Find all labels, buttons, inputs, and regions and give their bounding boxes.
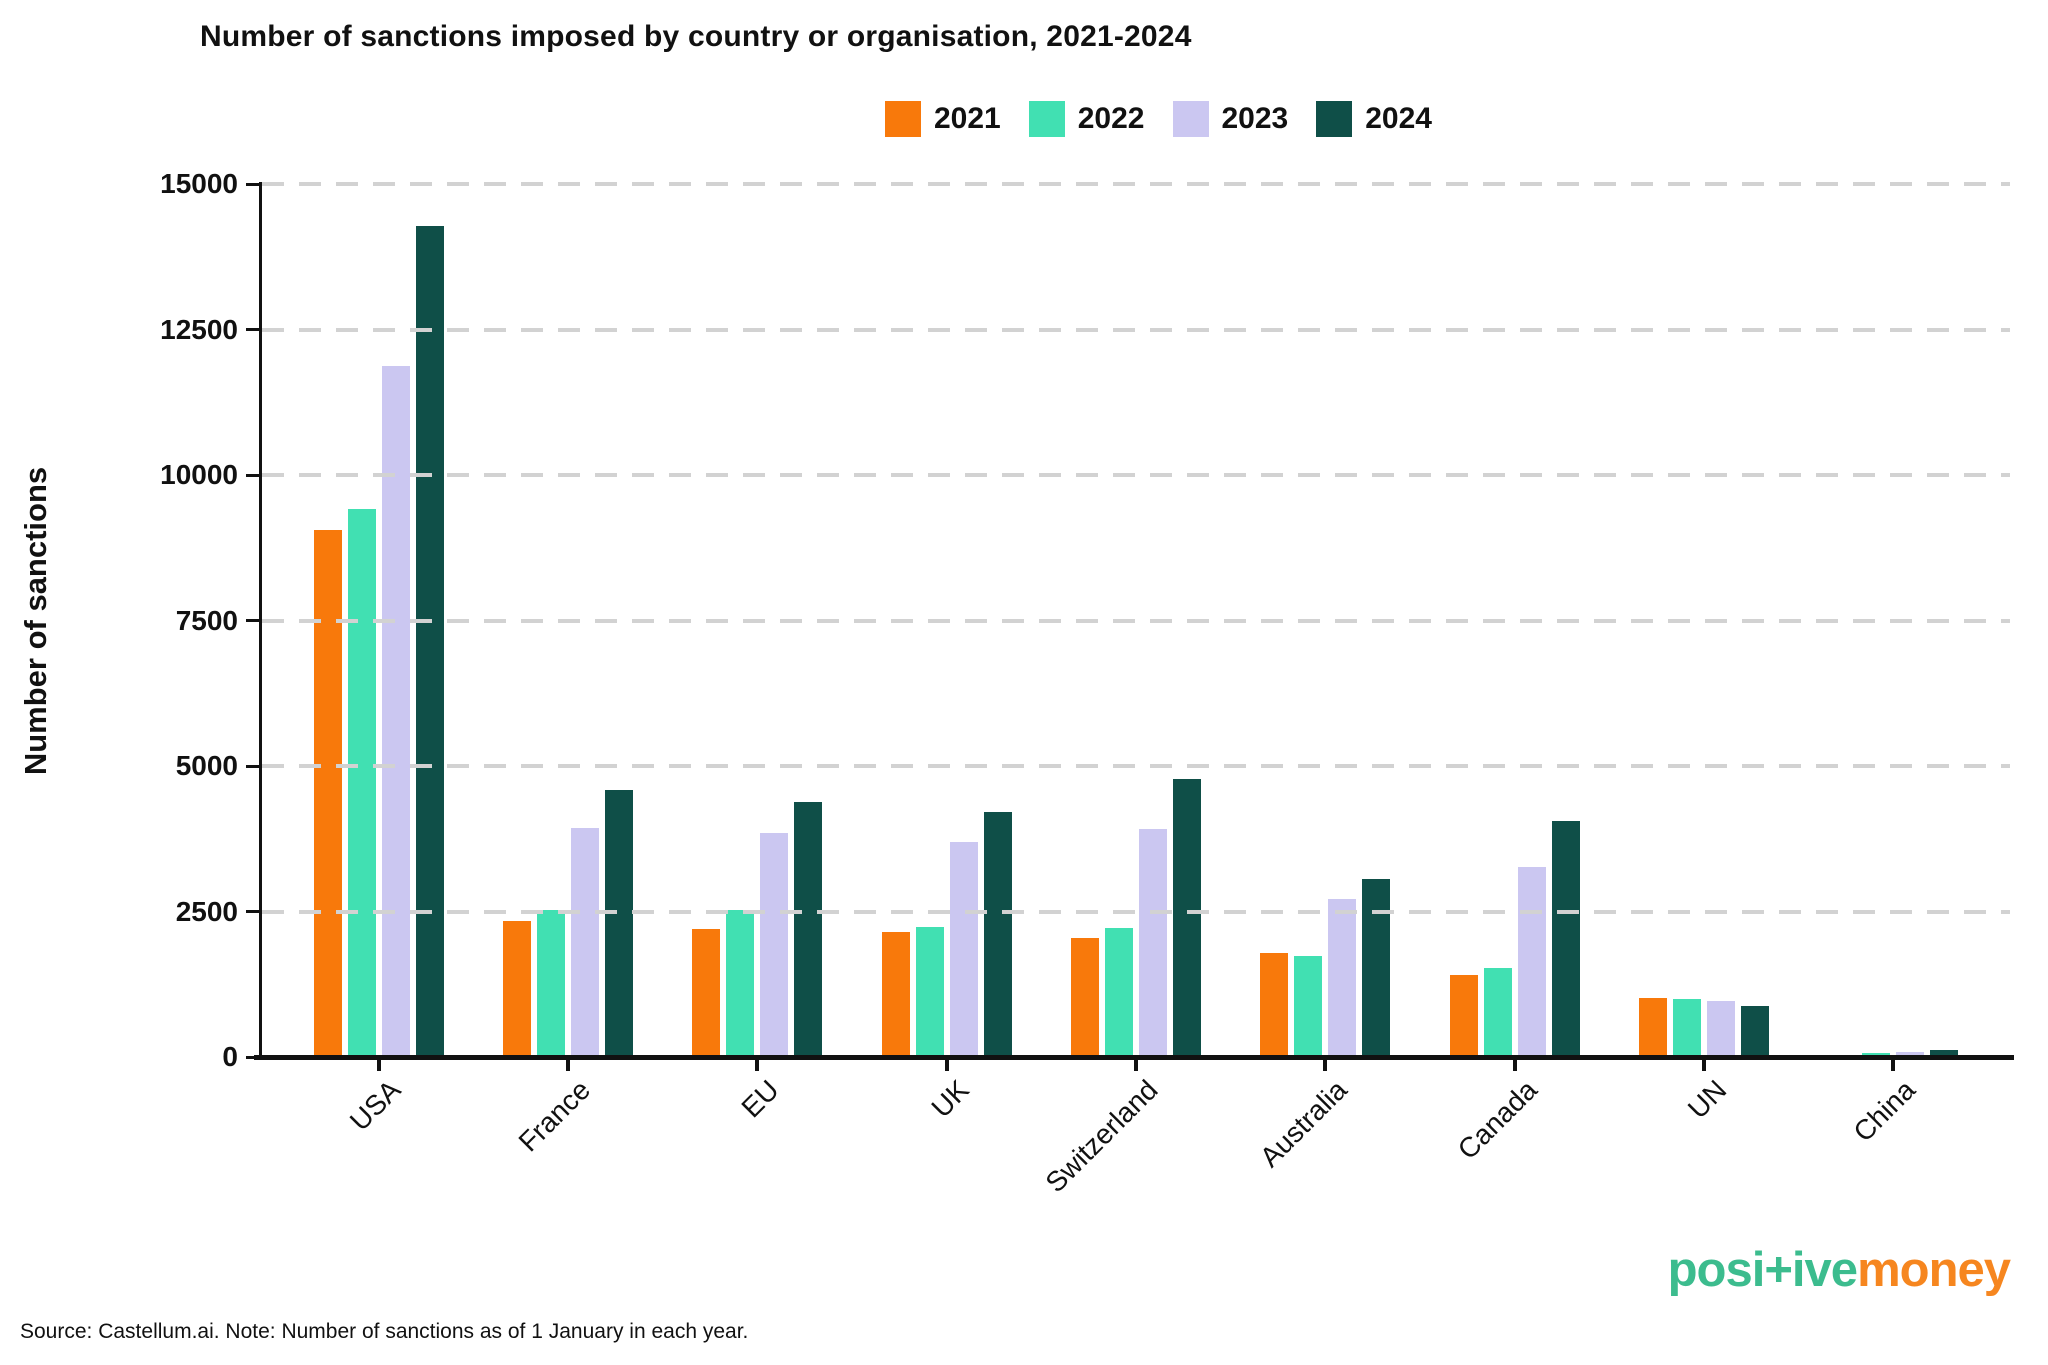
x-tick-mark-uk (944, 1060, 949, 1071)
chart-title: Number of sanctions imposed by country o… (200, 20, 1192, 53)
y-tick-label-2500: 2500 (175, 895, 238, 927)
bar-group-usa (313, 184, 444, 1057)
y-tick-label-7500: 7500 (175, 604, 238, 636)
bar-canada-2024 (1551, 821, 1580, 1057)
bar-australia-2022 (1294, 956, 1323, 1057)
gridline-5000 (262, 764, 2010, 768)
y-tick-mark-10000 (246, 473, 262, 477)
legend-label-2022: 2022 (1077, 102, 1145, 135)
y-tick-label-15000: 15000 (160, 168, 238, 199)
y-tick-mark-7500 (246, 619, 262, 622)
bar-canada-2022 (1483, 968, 1512, 1057)
legend-label-2024: 2024 (1365, 102, 1432, 135)
y-tick-mark-12500 (246, 328, 262, 331)
bar-switzerland-2024 (1173, 779, 1201, 1057)
bar-usa-2022 (347, 509, 376, 1057)
bar-switzerland-2022 (1105, 928, 1133, 1057)
x-tick-mark-un (1702, 1060, 1706, 1071)
legend-swatch-2024 (1316, 101, 1353, 137)
bar-canada-2021 (1449, 975, 1478, 1057)
bar-group-eu (692, 184, 823, 1057)
gridline-15000 (262, 182, 2010, 186)
legend-swatch-2022 (1028, 101, 1065, 137)
bar-usa-2021 (313, 530, 342, 1057)
bar-uk-2024 (983, 812, 1012, 1057)
bar-australia-2024 (1362, 879, 1391, 1057)
bar-france-2022 (537, 910, 565, 1057)
brand-logo-part1: posi+ive (1667, 1243, 1858, 1297)
y-tick-label-0: 0 (222, 1041, 238, 1072)
bar-switzerland-2021 (1071, 938, 1099, 1057)
bar-switzerland-2023 (1139, 829, 1167, 1057)
x-tick-mark-canada (1512, 1060, 1517, 1071)
bar-france-2024 (605, 790, 633, 1057)
source-note: Source: Castellum.ai. Note: Number of sa… (20, 1320, 749, 1343)
bar-un-2024 (1741, 1006, 1769, 1057)
bar-australia-2021 (1260, 953, 1289, 1057)
bar-group-uk (881, 184, 1012, 1057)
bar-usa-2023 (381, 366, 410, 1057)
bar-australia-2023 (1328, 899, 1357, 1057)
bar-france-2021 (503, 921, 531, 1057)
brand-logo: posi+ivemoney (1667, 1242, 2011, 1298)
x-tick-mark-australia (1323, 1060, 1328, 1071)
x-tick-mark-china (1891, 1060, 1896, 1071)
bar-group-switzerland (1071, 184, 1201, 1057)
legend-swatch-2021 (885, 101, 921, 137)
legend-label-2023: 2023 (1221, 102, 1289, 135)
x-tick-mark-usa (376, 1060, 381, 1071)
x-tick-mark-eu (755, 1060, 760, 1071)
legend-item-2021: 2021 (885, 101, 1001, 137)
gridline-7500 (262, 618, 2010, 623)
gridline-2500 (262, 909, 2010, 914)
bar-eu-2023 (760, 833, 789, 1057)
x-tick-mark-france (566, 1060, 570, 1071)
bar-un-2023 (1707, 1001, 1735, 1057)
bar-uk-2022 (915, 927, 944, 1057)
bar-group-france (503, 184, 633, 1057)
bar-china-2024 (1930, 1050, 1959, 1057)
x-tick-mark-switzerland (1134, 1060, 1138, 1071)
legend-item-2022: 2022 (1028, 101, 1145, 137)
legend-item-2023: 2023 (1172, 101, 1289, 137)
brand-logo-part2: money (1857, 1243, 2011, 1297)
y-tick-label-5000: 5000 (175, 750, 238, 781)
bar-uk-2021 (881, 932, 910, 1057)
legend: 2021 2022 2023 2024 (885, 101, 1460, 137)
bar-china-2023 (1896, 1052, 1925, 1057)
bar-eu-2022 (726, 910, 755, 1057)
bar-france-2023 (571, 828, 599, 1057)
y-axis-label: Number of sanctions (18, 466, 54, 775)
gridline-10000 (262, 473, 2010, 477)
bar-canada-2023 (1517, 867, 1546, 1057)
y-tick-mark-0 (246, 1055, 262, 1059)
bar-usa-2024 (415, 226, 444, 1057)
bar-un-2021 (1639, 998, 1667, 1057)
bar-eu-2021 (692, 929, 721, 1057)
gridline-12500 (262, 327, 2010, 332)
bar-group-australia (1260, 184, 1391, 1057)
y-tick-mark-2500 (246, 910, 262, 913)
legend-label-2021: 2021 (934, 102, 1001, 135)
y-tick-label-12500: 12500 (160, 313, 238, 345)
y-tick-label-10000: 10000 (160, 459, 238, 490)
y-tick-mark-5000 (246, 764, 262, 768)
bar-group-un (1639, 184, 1769, 1057)
bar-uk-2023 (949, 842, 978, 1057)
bar-group-canada (1449, 184, 1580, 1057)
legend-item-2024: 2024 (1316, 101, 1432, 137)
bar-un-2022 (1673, 999, 1701, 1057)
x-axis-line (254, 1055, 2014, 1060)
y-tick-mark-15000 (246, 182, 262, 186)
bar-eu-2024 (794, 802, 823, 1057)
legend-swatch-2023 (1172, 101, 1209, 137)
